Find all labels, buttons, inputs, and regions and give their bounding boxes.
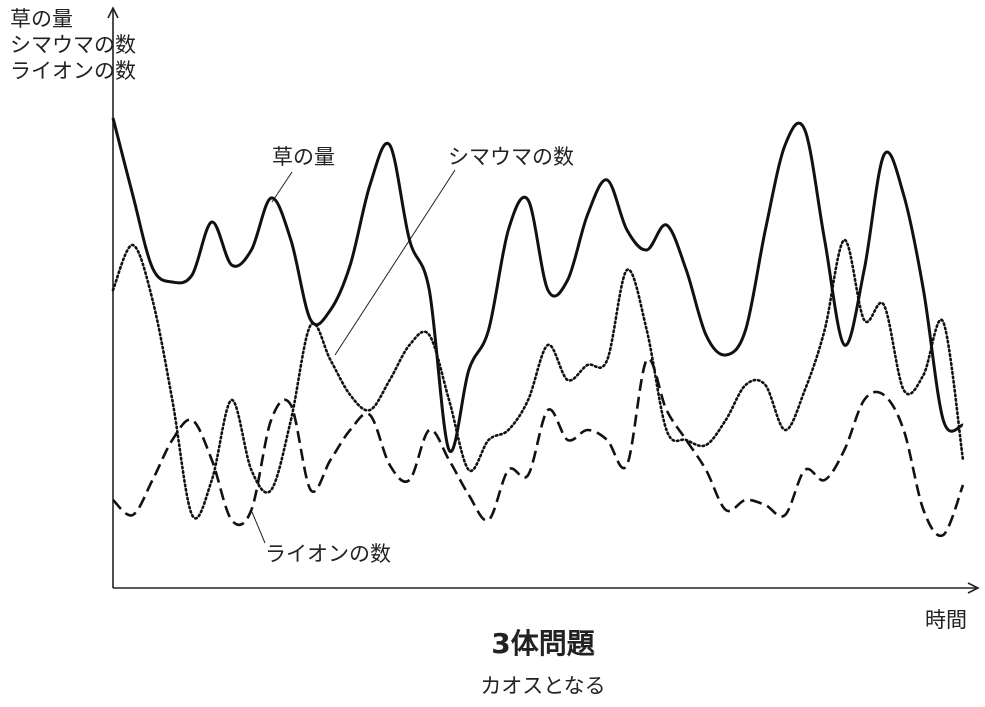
y-label-line: シマウマの数 <box>10 33 136 57</box>
axes <box>107 6 980 594</box>
leaders <box>251 169 456 544</box>
series-line <box>111 117 964 454</box>
x-arrow <box>967 582 980 594</box>
y-arrow <box>107 6 119 19</box>
x-label: 時間 <box>925 608 967 632</box>
series-line <box>112 357 965 538</box>
y-label-line: 草の量 <box>10 7 73 31</box>
chart-subtitle: カオスとなる <box>480 674 605 698</box>
annotation: ライオンの数 <box>265 542 391 566</box>
annotation: 草の量 <box>272 145 335 169</box>
leader-line <box>251 511 266 544</box>
series-line <box>111 238 965 520</box>
annotation: シマウマの数 <box>448 145 574 169</box>
leader-line <box>334 169 456 356</box>
chart-title: 3体問題 <box>491 627 595 660</box>
y-label-line: ライオンの数 <box>10 59 136 83</box>
leader-line <box>271 171 293 203</box>
